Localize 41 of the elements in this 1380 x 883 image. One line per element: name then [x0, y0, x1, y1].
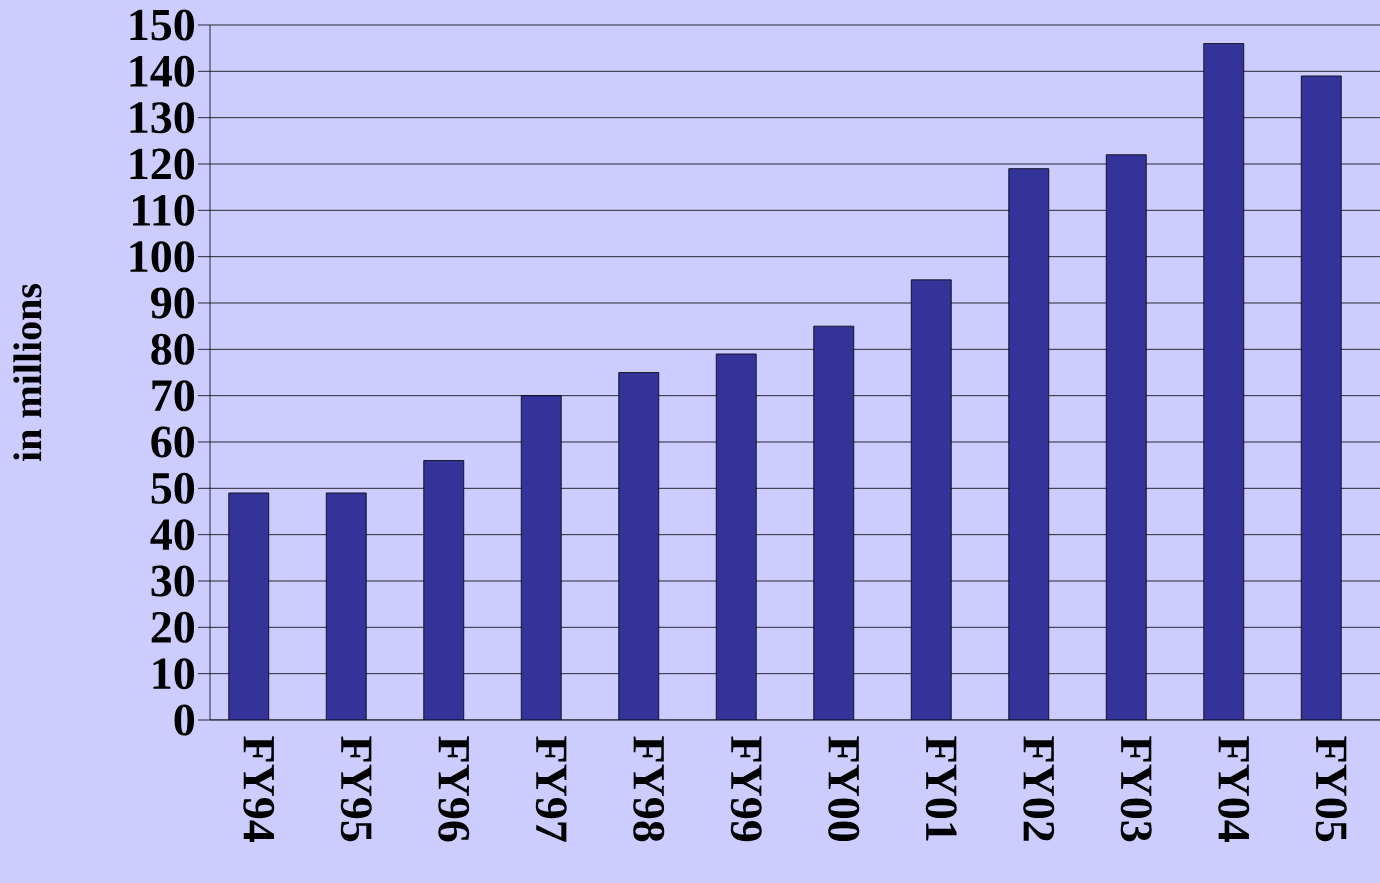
bar — [715, 353, 757, 720]
x-tick-label: FY01 — [925, 736, 957, 841]
bar — [423, 460, 465, 720]
y-tick-label: 80 — [151, 333, 195, 365]
x-tick-label: FY98 — [633, 736, 665, 842]
x-tick-label: FY97 — [535, 736, 567, 842]
bar — [910, 279, 952, 720]
bar — [1105, 154, 1147, 720]
y-tick-label: 30 — [151, 565, 195, 597]
y-tick-label: 40 — [150, 519, 195, 551]
bar — [618, 372, 660, 720]
y-tick-label: 100 — [130, 241, 195, 273]
bar — [520, 395, 562, 720]
x-tick-label: FY05 — [1315, 736, 1347, 842]
y-tick-label: 0 — [174, 704, 195, 736]
x-tick-label: FY04 — [1218, 736, 1250, 842]
y-tick-label: 70 — [152, 380, 195, 412]
x-tick-label: FY02 — [1023, 736, 1055, 841]
y-axis-title: in millions — [13, 284, 42, 462]
x-tick-label: FY99 — [730, 736, 762, 842]
y-tick-label: 10 — [153, 658, 195, 690]
bar — [1008, 168, 1050, 720]
y-tick-label: 150 — [130, 9, 195, 41]
bar — [813, 325, 855, 720]
bar — [1203, 43, 1245, 720]
x-tick-label: FY96 — [438, 736, 470, 842]
y-tick-label: 20 — [151, 611, 195, 643]
bar — [325, 492, 367, 720]
bar — [228, 492, 270, 720]
y-tick-label: 130 — [130, 102, 195, 134]
x-tick-label: FY94 — [243, 736, 275, 842]
y-tick-label: 50 — [151, 472, 195, 504]
y-tick-label: 140 — [130, 55, 195, 87]
y-tick-label: 120 — [130, 148, 195, 180]
x-tick-label: FY00 — [828, 736, 860, 842]
y-tick-label: 110 — [133, 194, 195, 226]
bar — [1300, 75, 1342, 720]
y-tick-label: 90 — [151, 287, 195, 319]
x-tick-label: FY95 — [340, 736, 372, 842]
y-tick-label: 60 — [151, 426, 195, 458]
x-tick-label: FY03 — [1120, 736, 1152, 842]
